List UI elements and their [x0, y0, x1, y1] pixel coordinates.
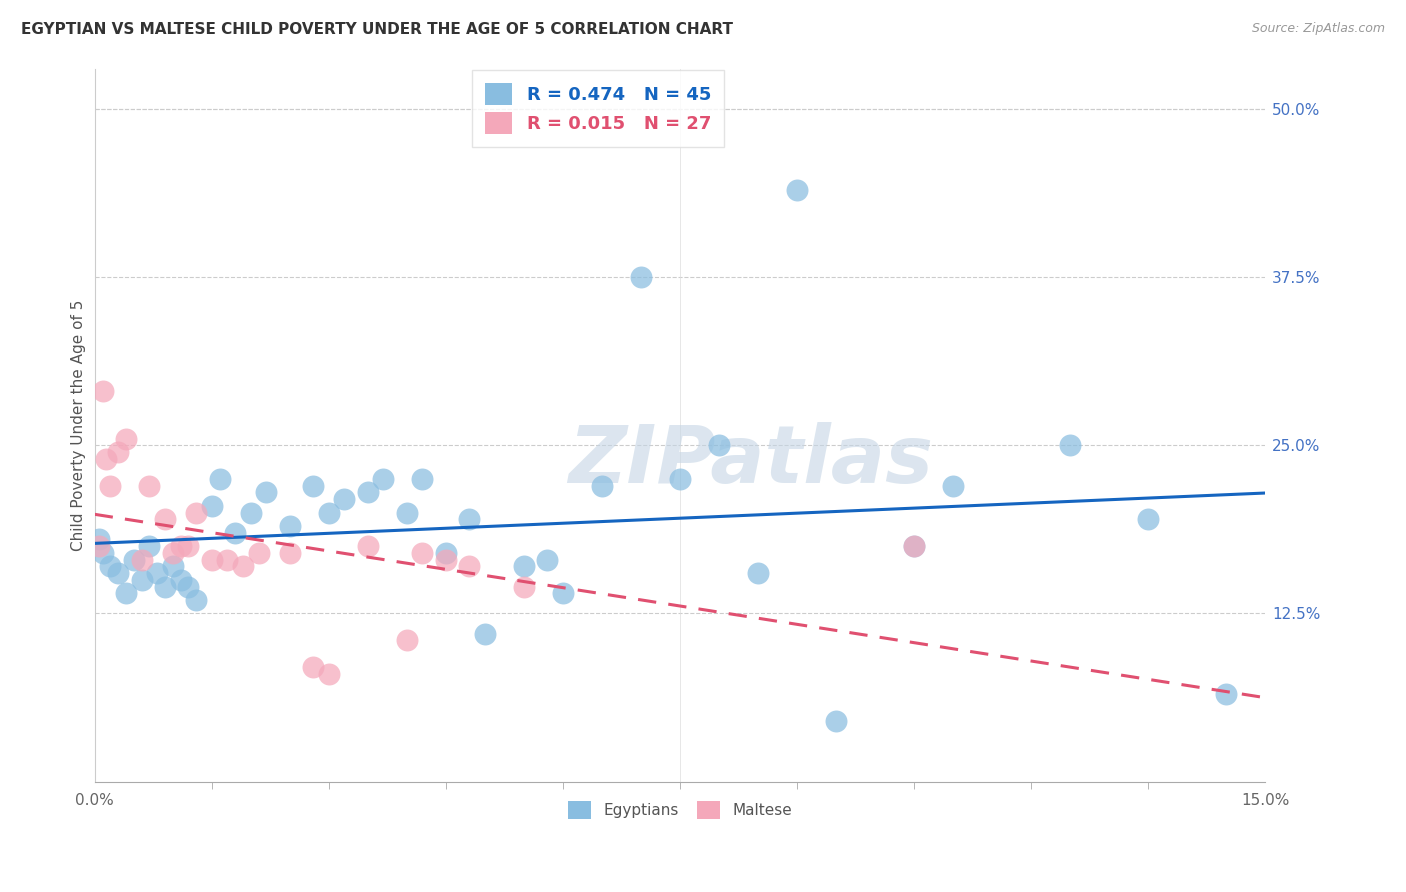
- Point: [630, 270, 652, 285]
- Point: [217, 552, 239, 566]
- Point: [458, 512, 481, 526]
- Point: [239, 506, 262, 520]
- Point: [1215, 687, 1237, 701]
- Point: [903, 539, 925, 553]
- Point: [162, 559, 184, 574]
- Point: [747, 566, 769, 580]
- Point: [107, 445, 129, 459]
- Point: [434, 552, 457, 566]
- Point: [115, 432, 138, 446]
- Point: [96, 451, 118, 466]
- Point: [87, 539, 110, 553]
- Point: [318, 667, 340, 681]
- Point: [395, 633, 418, 648]
- Point: [131, 573, 153, 587]
- Point: [247, 546, 270, 560]
- Point: [115, 586, 138, 600]
- Point: [302, 660, 325, 674]
- Point: [591, 478, 613, 492]
- Point: [373, 472, 395, 486]
- Point: [177, 580, 200, 594]
- Point: [786, 183, 808, 197]
- Point: [91, 384, 114, 399]
- Point: [411, 472, 433, 486]
- Legend: Egyptians, Maltese: Egyptians, Maltese: [562, 795, 799, 825]
- Point: [942, 478, 965, 492]
- Point: [669, 472, 692, 486]
- Point: [153, 512, 176, 526]
- Point: [458, 559, 481, 574]
- Point: [357, 485, 380, 500]
- Point: [395, 506, 418, 520]
- Point: [318, 506, 340, 520]
- Point: [302, 478, 325, 492]
- Point: [138, 478, 160, 492]
- Point: [1137, 512, 1160, 526]
- Point: [186, 506, 208, 520]
- Point: [98, 478, 121, 492]
- Point: [1059, 438, 1081, 452]
- Point: [825, 714, 848, 728]
- Point: [707, 438, 730, 452]
- Point: [278, 519, 301, 533]
- Y-axis label: Child Poverty Under the Age of 5: Child Poverty Under the Age of 5: [72, 300, 86, 550]
- Point: [357, 539, 380, 553]
- Point: [169, 539, 191, 553]
- Point: [434, 546, 457, 560]
- Point: [201, 499, 224, 513]
- Point: [278, 546, 301, 560]
- Point: [903, 539, 925, 553]
- Text: EGYPTIAN VS MALTESE CHILD POVERTY UNDER THE AGE OF 5 CORRELATION CHART: EGYPTIAN VS MALTESE CHILD POVERTY UNDER …: [21, 22, 733, 37]
- Point: [224, 525, 246, 540]
- Point: [536, 552, 558, 566]
- Point: [153, 580, 176, 594]
- Point: [208, 472, 231, 486]
- Point: [87, 533, 110, 547]
- Point: [254, 485, 277, 500]
- Point: [513, 559, 536, 574]
- Point: [169, 573, 191, 587]
- Point: [122, 552, 145, 566]
- Text: Source: ZipAtlas.com: Source: ZipAtlas.com: [1251, 22, 1385, 36]
- Point: [107, 566, 129, 580]
- Text: ZIPatlas: ZIPatlas: [568, 422, 932, 500]
- Point: [232, 559, 254, 574]
- Point: [98, 559, 121, 574]
- Point: [201, 552, 224, 566]
- Point: [411, 546, 433, 560]
- Point: [91, 546, 114, 560]
- Point: [146, 566, 169, 580]
- Point: [138, 539, 160, 553]
- Point: [162, 546, 184, 560]
- Point: [131, 552, 153, 566]
- Point: [333, 492, 356, 507]
- Point: [474, 626, 496, 640]
- Point: [186, 593, 208, 607]
- Point: [177, 539, 200, 553]
- Point: [513, 580, 536, 594]
- Point: [551, 586, 574, 600]
